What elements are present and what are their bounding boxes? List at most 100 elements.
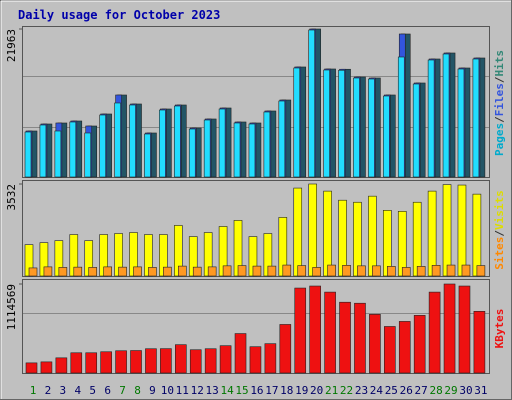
bar	[308, 29, 315, 178]
bar	[412, 201, 422, 277]
x-tick-label: 19	[295, 384, 308, 397]
bar	[472, 193, 482, 277]
bar	[144, 133, 151, 178]
legend-entry: Sites	[493, 237, 506, 270]
bar	[24, 131, 32, 178]
bar	[353, 201, 362, 277]
legend-entry: Visits	[493, 190, 506, 230]
bar	[115, 350, 127, 374]
bar	[398, 321, 411, 374]
x-tick-label: 25	[385, 384, 398, 397]
x-tick-label: 4	[74, 384, 81, 397]
bar	[427, 190, 437, 277]
x-tick-label: 28	[429, 384, 442, 397]
bar	[342, 265, 351, 277]
bar	[100, 351, 112, 374]
x-tick-label: 5	[89, 384, 96, 397]
bar	[278, 100, 286, 178]
bar	[55, 357, 68, 374]
legend-entry: Pages	[493, 123, 506, 156]
x-tick-label: 22	[340, 384, 353, 397]
bar	[323, 190, 332, 277]
bar	[476, 265, 486, 277]
bar	[54, 130, 62, 178]
y-tick-label: 1114569	[5, 284, 18, 330]
x-tick-label: 7	[119, 384, 126, 397]
bar	[203, 119, 211, 178]
bar	[427, 59, 435, 178]
bar	[84, 132, 92, 178]
x-tick-label: 18	[280, 384, 293, 397]
legend-separator: /	[493, 230, 506, 237]
y-tick-label: 3532	[5, 184, 18, 211]
x-tick-label: 9	[149, 384, 156, 397]
bar	[446, 264, 456, 277]
bar	[384, 326, 396, 374]
x-tick-label: 15	[235, 384, 248, 397]
bar	[442, 53, 450, 178]
bar	[192, 266, 202, 277]
bar	[442, 184, 452, 277]
x-tick-label: 6	[104, 384, 111, 397]
bar	[233, 122, 241, 178]
bar	[416, 266, 426, 277]
bar	[73, 266, 83, 277]
bar	[103, 266, 112, 277]
legend: Pages/Files/Hits	[493, 50, 506, 156]
bar	[309, 285, 321, 374]
bar	[130, 350, 142, 374]
bar	[412, 83, 420, 178]
x-tick-label: 12	[191, 384, 204, 397]
bar	[237, 265, 247, 277]
bar	[204, 348, 217, 374]
y-tick-label: 21963	[5, 29, 18, 62]
bar	[252, 265, 262, 277]
bar	[327, 264, 336, 277]
bar	[218, 108, 226, 178]
x-tick-label: 23	[355, 384, 368, 397]
bar	[297, 265, 307, 277]
legend-separator: /	[493, 76, 506, 83]
bar	[473, 311, 486, 374]
bar	[368, 78, 375, 178]
bar	[39, 124, 47, 178]
x-tick-label: 17	[265, 384, 278, 397]
bar	[145, 348, 157, 374]
bar	[40, 361, 53, 374]
bar	[129, 104, 136, 178]
bar	[338, 69, 345, 178]
bar	[428, 291, 441, 374]
bar	[222, 265, 232, 277]
bar	[338, 199, 347, 277]
x-tick-label: 13	[206, 384, 219, 397]
x-tick-label: 8	[134, 384, 141, 397]
legend-entry: Files	[493, 83, 506, 116]
x-tick-label: 14	[220, 384, 234, 397]
bar	[133, 266, 142, 277]
x-tick-label: 1	[30, 384, 37, 397]
bar	[163, 266, 172, 277]
bar	[148, 267, 157, 277]
bar	[85, 352, 98, 374]
bar	[294, 287, 307, 374]
bar	[263, 111, 271, 178]
bar	[339, 301, 351, 374]
bar	[114, 102, 121, 178]
bar	[249, 346, 262, 374]
bar	[69, 121, 77, 178]
bar	[188, 128, 196, 178]
bar	[472, 58, 480, 178]
bar	[443, 283, 456, 374]
bar	[118, 266, 127, 277]
bar	[207, 266, 217, 277]
chart-title: Daily usage for October 2023	[18, 8, 220, 22]
bar	[368, 195, 377, 277]
bar	[219, 345, 232, 374]
bar	[457, 68, 465, 178]
legend-separator: /	[493, 116, 506, 123]
bar	[248, 123, 256, 178]
bar	[308, 183, 317, 277]
bar	[357, 265, 366, 277]
bar	[99, 114, 106, 178]
bar	[178, 265, 187, 277]
